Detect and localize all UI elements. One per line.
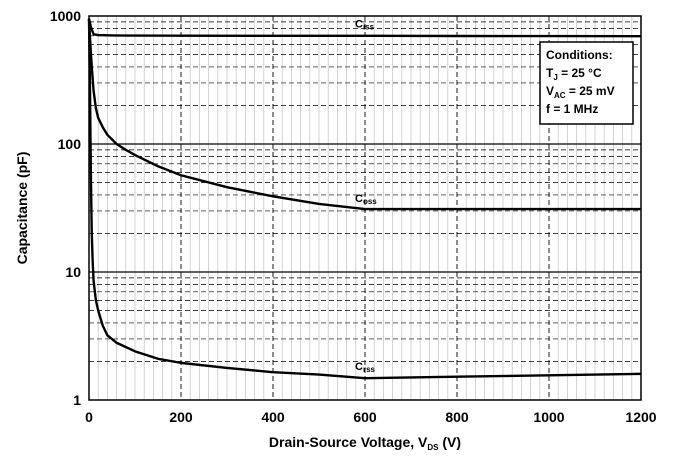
x-tick-label: 1200 (625, 409, 656, 425)
x-axis-label: Drain-Source Voltage, VDS (V) (269, 434, 461, 452)
x-tick-labels: 0 200 400 600 800 1000 1200 (85, 409, 657, 425)
curve-label-main: C (355, 193, 363, 205)
y-tick-label: 1000 (50, 8, 81, 24)
x-tick-label: 400 (261, 409, 285, 425)
x-tick-label: 600 (353, 409, 377, 425)
x-tick-label: 800 (445, 409, 469, 425)
x-tick-label: 200 (169, 409, 193, 425)
x-axis-label-main: Drain-Source Voltage, V (269, 434, 428, 450)
x-axis-label-subscript: DS (427, 443, 439, 452)
y-tick-labels: 1 10 100 1000 (50, 8, 81, 408)
curve-label-subscript: oss (363, 197, 377, 206)
curve-label-ciss: Ciss (355, 19, 375, 32)
conditions-line: VAC = 25 mV (546, 84, 615, 100)
series-line-coss (87, 18, 641, 211)
curve-label-coss: Coss (355, 193, 377, 206)
curve-label-main: C (355, 361, 363, 373)
y-axis-label: Capacitance (pF) (14, 152, 30, 265)
series-line-ciss (87, 18, 642, 38)
conditions-line: f = 1 MHz (546, 102, 598, 116)
x-tick-label: 0 (85, 409, 93, 425)
conditions-box: Conditions: TJ = 25 °C VAC = 25 mV f = 1 MH… (539, 41, 634, 125)
conditions-line: TJ = 25 °C (546, 66, 602, 82)
conditions-box-frame (539, 41, 634, 125)
curve-label-main: C (355, 19, 363, 31)
curve-label-crss: Crss (355, 361, 376, 374)
y-tick-label: 10 (65, 264, 81, 280)
x-tick-label: 1000 (533, 409, 564, 425)
series-line-crss (87, 18, 642, 380)
plot-frame (88, 15, 642, 401)
x-axis-label-unit: (V) (439, 434, 462, 450)
y-tick-label: 1 (73, 392, 81, 408)
conditions-line: Conditions: (546, 48, 613, 62)
curve-label-subscript: iss (363, 23, 375, 32)
y-tick-label: 100 (58, 136, 82, 152)
curve-label-subscript: rss (363, 365, 376, 374)
capacitance-curves (87, 18, 642, 380)
